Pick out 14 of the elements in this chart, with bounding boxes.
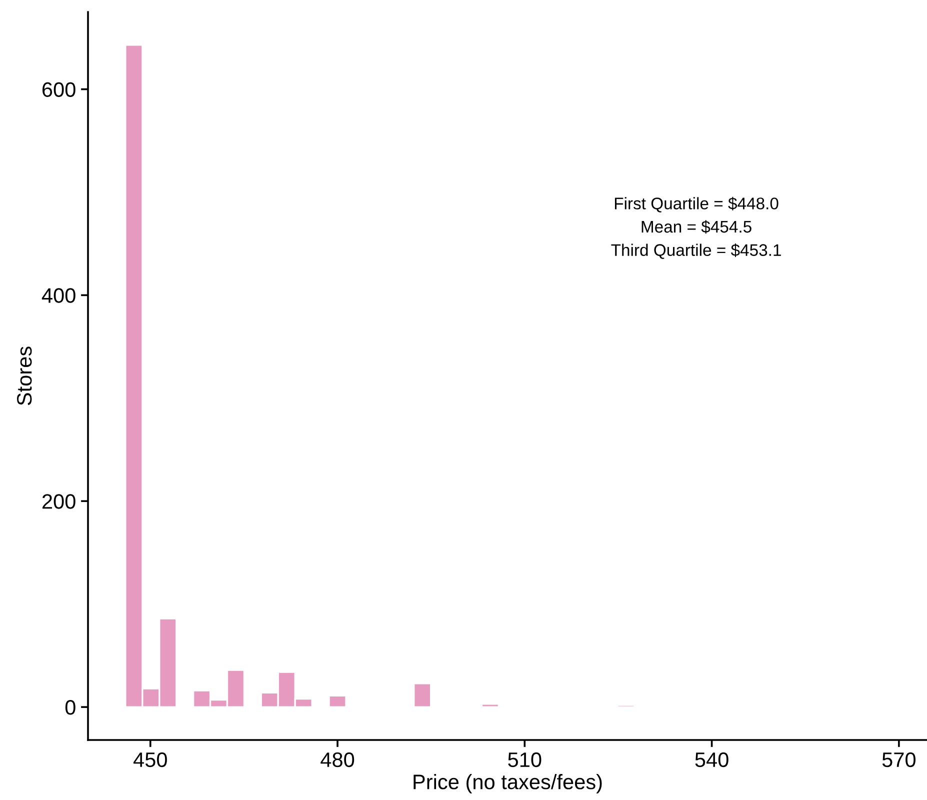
- y-tick-label: 400: [42, 288, 76, 303]
- y-axis-title: Stores: [17, 346, 32, 406]
- x-tick-label: 570: [882, 752, 916, 768]
- y-tick-label: 200: [42, 494, 76, 509]
- annotation: Third Quartile = $453.1: [611, 243, 781, 259]
- x-tick-label: 450: [133, 752, 167, 768]
- y-tick-label: 600: [42, 82, 76, 97]
- x-tick-label: 480: [320, 752, 354, 768]
- annotation: Mean = $454.5: [642, 220, 752, 234]
- x-tick-label: 510: [508, 752, 542, 768]
- x-tick-label: 540: [695, 752, 728, 768]
- x-axis-title: Price (no taxes/fees): [414, 774, 602, 794]
- y-tick-label: 0: [65, 700, 76, 715]
- annotation: First Quartile = $448.0: [614, 196, 778, 212]
